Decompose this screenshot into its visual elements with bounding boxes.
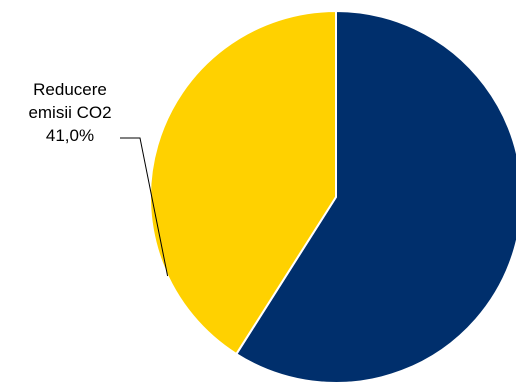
slice-label-line: 41,0% — [46, 126, 94, 145]
slice-label-line: emisii CO2 — [28, 103, 111, 122]
pie-slice-1 — [149, 10, 337, 356]
slice-label-line: Reducere — [33, 80, 107, 99]
slice-label-leader-line — [120, 137, 169, 277]
